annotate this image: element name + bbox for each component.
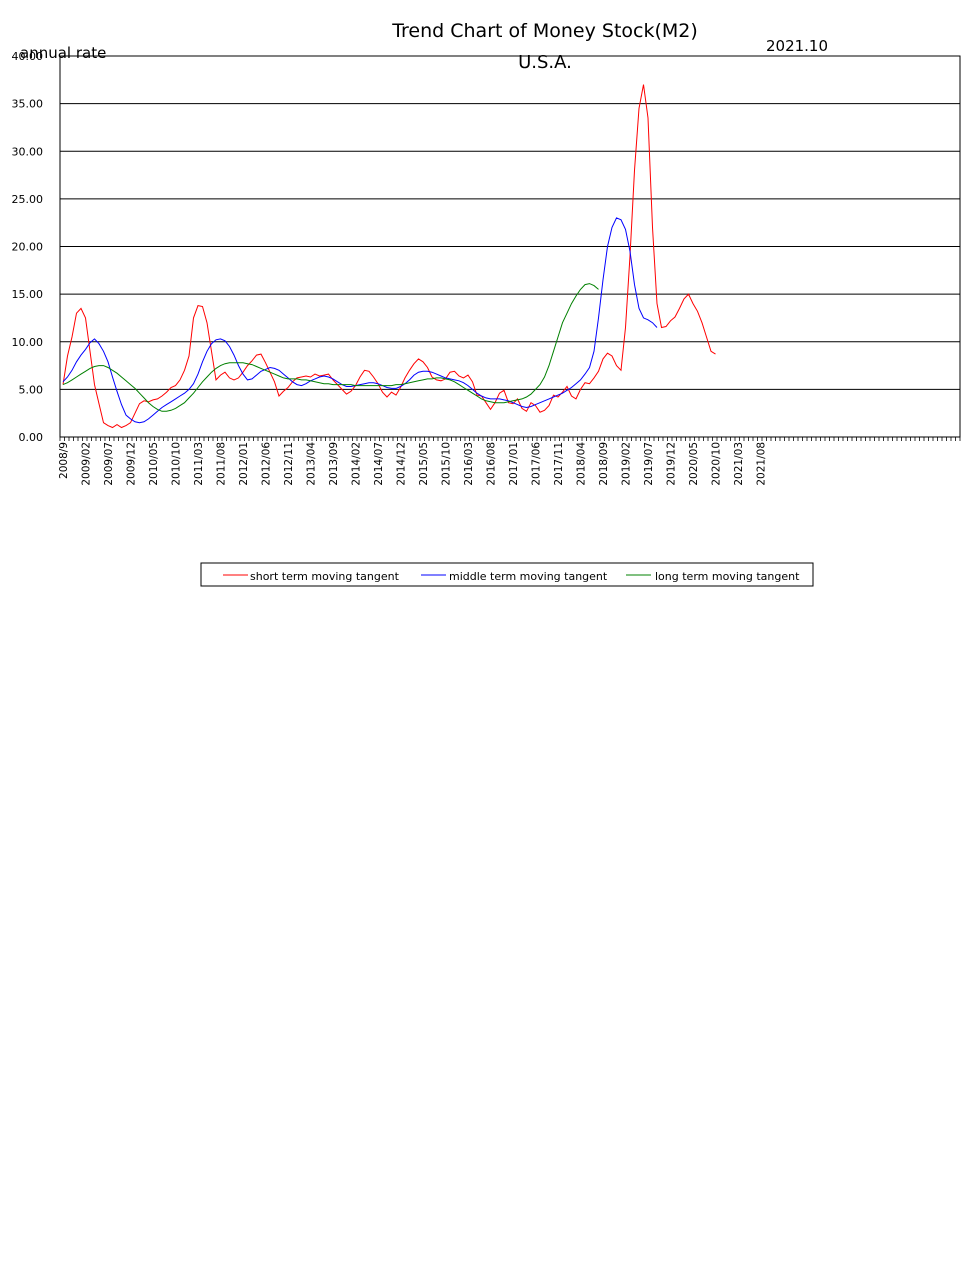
x-tick-label: 2017/01 [508, 442, 520, 486]
legend-label-middle: middle term moving tangent [449, 570, 608, 583]
y-tick-label: 35.00 [12, 98, 44, 111]
plot-area: 0.00 5.00 10.00 15.00 20.00 25.00 30.00 35.00 40… [12, 50, 961, 486]
x-tick-label: 2013/09 [328, 442, 340, 486]
y-tick-label: 25.00 [12, 193, 44, 206]
x-tick-label: 2016/08 [486, 442, 498, 486]
x-tick-label: 2011/08 [216, 442, 228, 486]
x-tick-label: 2009/07 [103, 442, 115, 486]
x-tick-label: 2014/02 [351, 442, 363, 486]
x-tick-label: 2011/03 [193, 442, 205, 486]
x-tick-label: 2010/10 [171, 442, 183, 486]
y-tick-label: 15.00 [12, 288, 44, 301]
series-line-long [62, 283, 599, 412]
x-tick-label: 2017/06 [531, 442, 543, 486]
x-tick-label: 2019/07 [643, 442, 655, 486]
x-tick-label: 2013/04 [306, 442, 318, 486]
y-tick-label: 20.00 [12, 241, 44, 254]
y-tick-label: 30.00 [12, 145, 44, 158]
x-tick-label: 2014/12 [396, 442, 408, 486]
series-line-short [62, 84, 716, 429]
x-tick-label: 2015/10 [441, 442, 453, 486]
x-tick-label: 2019/02 [621, 442, 633, 486]
y-tick-label: 5.00 [19, 383, 44, 396]
x-tick-label: 2012/11 [283, 442, 295, 486]
x-tick-label: 2020/10 [711, 442, 723, 486]
date-label: 2021.10 [766, 37, 828, 55]
y-tick-label: 40.00 [12, 50, 44, 63]
series-line-middle [62, 217, 658, 424]
x-tick-label: 2015/05 [418, 442, 430, 486]
chart-title: Trend Chart of Money Stock(M2) [391, 20, 698, 42]
x-tick-label: 2020/05 [688, 442, 700, 486]
legend-box [200, 562, 814, 587]
x-tick-label: 2008/9 [58, 442, 70, 479]
x-tick-label: 2009/02 [81, 442, 93, 486]
x-tick-label: 2021/08 [756, 442, 768, 486]
x-tick-label: 2019/12 [666, 442, 678, 486]
y-tick-label: 10.00 [12, 336, 44, 349]
x-tick-label: 2009/12 [126, 442, 138, 486]
y-tick-label: 0.00 [19, 431, 44, 444]
legend: short term moving tangent middle term mo… [200, 562, 814, 587]
x-tick-label: 2012/01 [238, 442, 250, 486]
x-tick-label: 2014/07 [373, 442, 385, 486]
x-tick-label: 2012/06 [261, 442, 273, 486]
x-tick-label: 2017/11 [553, 442, 565, 486]
x-tick-label: 2018/09 [598, 442, 610, 486]
legend-label-short: short term moving tangent [250, 570, 400, 583]
x-tick-label: 2018/04 [576, 442, 588, 486]
x-tick-label: 2010/05 [148, 442, 160, 486]
x-tick-label: 2016/03 [463, 442, 475, 486]
y-axis-label: annual rate [20, 44, 106, 62]
x-tick-label: 2021/03 [733, 442, 745, 486]
legend-label-long: long term moving tangent [655, 570, 800, 583]
chart-subtitle: U.S.A. [518, 52, 572, 73]
